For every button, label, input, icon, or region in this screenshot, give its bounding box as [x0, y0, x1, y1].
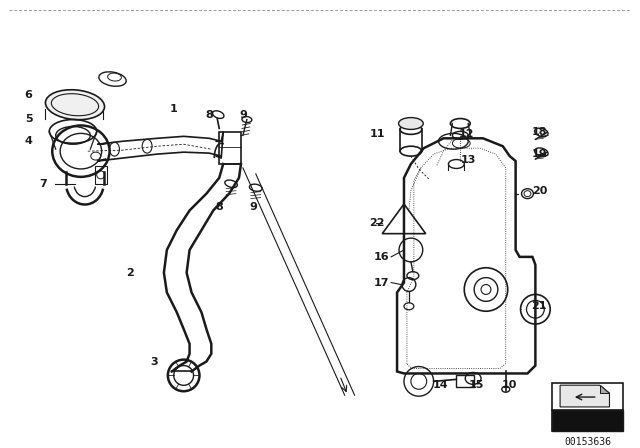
- Text: 2: 2: [127, 268, 134, 278]
- Bar: [220, 133, 241, 164]
- Text: 8: 8: [205, 110, 213, 120]
- Polygon shape: [600, 385, 609, 393]
- Text: 3: 3: [150, 357, 158, 366]
- Text: 18: 18: [532, 127, 547, 138]
- Text: 14: 14: [433, 380, 449, 390]
- Bar: [95, 166, 107, 184]
- Text: 20: 20: [532, 185, 547, 196]
- Text: 10: 10: [502, 380, 517, 390]
- Text: 11: 11: [369, 129, 385, 139]
- Ellipse shape: [399, 117, 423, 129]
- Bar: [552, 410, 623, 431]
- Text: 7: 7: [40, 179, 47, 189]
- Text: 12: 12: [458, 129, 474, 139]
- Text: 9: 9: [239, 110, 247, 120]
- Text: 9: 9: [249, 202, 257, 212]
- Text: 00153636: 00153636: [564, 437, 611, 447]
- Text: 6: 6: [24, 90, 33, 100]
- Bar: [552, 383, 623, 431]
- Text: 19: 19: [532, 149, 547, 159]
- Text: 16: 16: [374, 252, 389, 262]
- Bar: [456, 375, 474, 387]
- Text: 13: 13: [461, 155, 476, 165]
- Text: 5: 5: [25, 113, 33, 124]
- Text: 21: 21: [532, 301, 547, 311]
- Text: !: !: [402, 220, 406, 229]
- Text: 22: 22: [369, 218, 385, 228]
- Text: 8: 8: [215, 202, 223, 212]
- Text: 15: 15: [468, 380, 484, 390]
- Polygon shape: [560, 385, 609, 407]
- Text: 17: 17: [374, 278, 389, 288]
- Ellipse shape: [45, 90, 104, 120]
- Text: 1: 1: [170, 103, 178, 114]
- Text: 4: 4: [24, 136, 33, 146]
